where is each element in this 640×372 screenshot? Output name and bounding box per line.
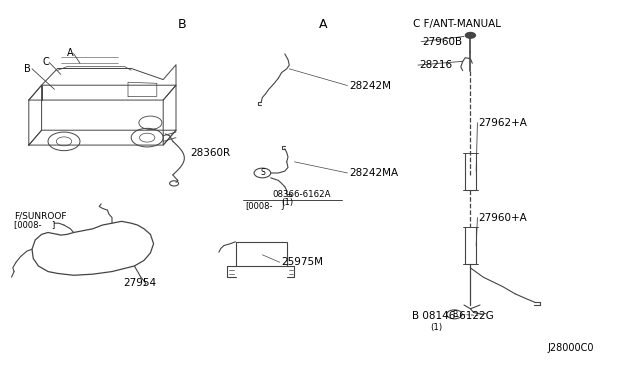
Text: 27960B: 27960B — [422, 37, 463, 46]
Text: 28242MA: 28242MA — [349, 168, 398, 178]
Text: B: B — [452, 310, 457, 319]
Text: A: A — [319, 18, 328, 31]
Text: 25975M: 25975M — [282, 257, 324, 267]
Text: J28000C0: J28000C0 — [547, 343, 594, 353]
Text: C F/ANT-MANUAL: C F/ANT-MANUAL — [413, 19, 501, 29]
Text: 28242M: 28242M — [349, 81, 391, 90]
Text: 28360R: 28360R — [190, 148, 230, 157]
Text: S: S — [260, 169, 265, 177]
Bar — [236, 242, 287, 266]
Text: 27960+A: 27960+A — [479, 213, 527, 222]
Text: J: J — [282, 201, 284, 210]
Text: B: B — [178, 18, 187, 31]
Text: C: C — [42, 57, 49, 67]
Text: (1): (1) — [282, 198, 294, 207]
Text: 28216: 28216 — [419, 60, 452, 70]
Text: [0008-    ]: [0008- ] — [14, 220, 55, 229]
Text: F/SUNROOF: F/SUNROOF — [14, 211, 67, 220]
Text: (1): (1) — [430, 323, 442, 332]
Text: B: B — [24, 64, 31, 74]
Text: [0008-: [0008- — [245, 201, 273, 210]
Text: 27954: 27954 — [124, 279, 157, 288]
Text: B 08146-6122G: B 08146-6122G — [412, 311, 493, 321]
Text: 08366-6162A: 08366-6162A — [272, 190, 330, 199]
Text: A: A — [67, 48, 74, 58]
Circle shape — [465, 32, 476, 38]
Text: 27962+A: 27962+A — [479, 118, 527, 128]
